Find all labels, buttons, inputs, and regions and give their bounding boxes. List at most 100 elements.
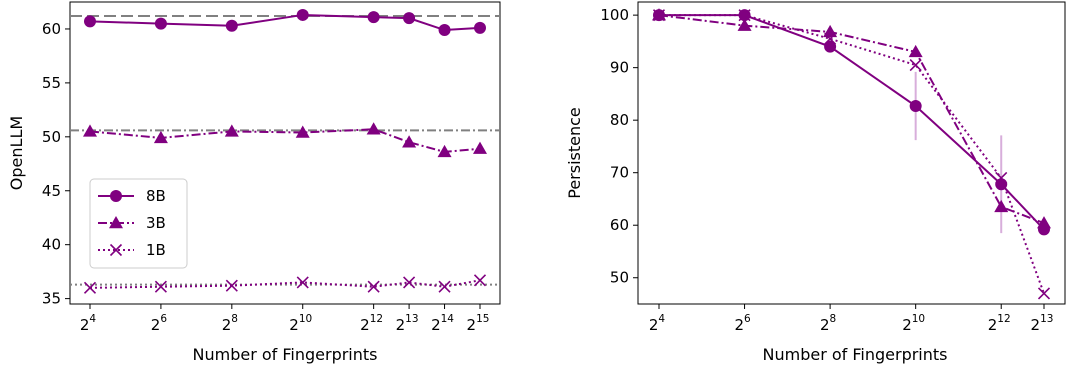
data-point-1B (296, 276, 309, 289)
data-point-3B (1037, 216, 1051, 229)
series-openllm (83, 8, 487, 294)
x-ticks-persistence: 24 26 28 210 212 213 (649, 304, 1054, 334)
x-tick-label: 215 (467, 313, 490, 334)
y-tick-label: 50 (42, 128, 61, 146)
data-point-3B (224, 124, 239, 137)
x-tick-label: 26 (734, 313, 751, 334)
y-axis-title-persistence: Persistence (565, 107, 584, 199)
data-point-8B (824, 40, 837, 53)
data-point-3B (366, 122, 381, 135)
data-point-3B (83, 124, 97, 137)
data-point-1B (473, 274, 487, 287)
x-tick-label: 214 (431, 313, 454, 334)
y-tick-label: 80 (610, 111, 629, 129)
x-tick-label: 24 (80, 313, 97, 334)
x-tick-label: 210 (289, 313, 312, 334)
data-point-1B (909, 58, 922, 72)
data-point-1B (403, 276, 416, 289)
data-point-3B (823, 24, 838, 38)
y-tick-label: 100 (600, 6, 629, 24)
legend-marker (109, 243, 123, 257)
y-tick-label: 35 (42, 290, 61, 308)
legend-entry-8B: 8B (98, 187, 166, 205)
series-line-3B (658, 14, 1045, 225)
x-axis-title-persistence: Number of Fingerprints (763, 345, 948, 364)
data-point-1B (83, 281, 97, 294)
x-ticks-openllm: 24 26 28 210 212 213 214 215 (80, 304, 490, 334)
data-point-1B (995, 171, 1008, 185)
data-point-3B (295, 125, 310, 138)
series-line-8B (89, 13, 481, 32)
x-tick-label: 26 (151, 313, 168, 334)
x-tick-label: 28 (222, 313, 238, 334)
legend-marker (109, 216, 123, 229)
legend-label: 8B (146, 187, 166, 205)
data-point-3B (908, 44, 923, 58)
data-point-3B (473, 141, 487, 154)
series-8B (653, 9, 1050, 236)
y-ticks-openllm: 35 40 45 50 55 60 (42, 20, 70, 308)
series-8B (84, 8, 486, 37)
series-1B (652, 9, 1051, 300)
plot-frame-openllm (69, 1, 501, 305)
x-tick-label: 212 (988, 313, 1011, 334)
data-point-8B (225, 19, 238, 32)
panel-persistence: 50 60 70 80 90 100 24 26 28 210 212 213 Persistenc… (565, 1, 1066, 364)
y-axis-title-openllm: OpenLLM (7, 116, 26, 190)
data-point-1B (1037, 287, 1051, 300)
data-point-8B (403, 12, 416, 25)
y-tick-label: 45 (42, 182, 61, 200)
x-tick-label: 24 (649, 313, 666, 334)
x-tick-label: 210 (902, 313, 925, 334)
y-tick-label: 70 (610, 164, 629, 182)
series-1B (83, 274, 487, 294)
series-line-8B (659, 14, 1045, 231)
series-line-3B (89, 128, 481, 153)
data-point-1B (367, 280, 380, 293)
panel-openllm: 35 40 45 50 55 60 24 26 28 210 212 213 214 215 OpenL… (7, 1, 501, 364)
legend-label: 1B (146, 241, 166, 259)
series-3B (83, 122, 487, 158)
legend-marker (110, 190, 122, 202)
series-persistence (652, 8, 1051, 300)
series-3B (652, 8, 1051, 229)
legend-entry-1B: 1B (98, 241, 166, 259)
y-tick-label: 50 (610, 269, 629, 287)
data-point-8B (909, 99, 922, 112)
y-tick-label: 90 (610, 59, 629, 77)
series-line-1B (659, 14, 1045, 294)
y-tick-label: 60 (42, 20, 61, 38)
plot-frame-persistence (637, 1, 1066, 305)
x-tick-label: 213 (1031, 313, 1054, 334)
x-tick-label: 213 (396, 313, 419, 334)
legend: 8B 3B 1B (89, 178, 188, 269)
legend-label: 3B (146, 214, 166, 232)
data-point-1B (154, 280, 167, 293)
baselines-openllm (70, 15, 500, 286)
data-point-1B (824, 32, 837, 45)
y-ticks-persistence: 50 60 70 80 90 100 (600, 6, 638, 287)
data-point-8B (438, 24, 451, 37)
x-tick-label: 212 (360, 313, 383, 334)
data-point-3B (437, 144, 452, 158)
data-point-8B (84, 15, 96, 28)
x-axis-title-openllm: Number of Fingerprints (193, 345, 378, 364)
y-tick-label: 40 (42, 236, 61, 254)
data-point-8B (367, 11, 380, 24)
data-point-8B (474, 21, 486, 34)
data-point-1B (652, 9, 666, 22)
data-point-8B (296, 8, 309, 21)
data-point-1B (438, 280, 451, 293)
data-point-1B (225, 279, 238, 292)
y-tick-label: 55 (42, 74, 61, 92)
data-point-3B (737, 18, 752, 31)
data-point-3B (994, 199, 1009, 213)
data-point-1B (738, 9, 751, 22)
legend-entry-3B: 3B (98, 214, 166, 232)
data-point-8B (154, 17, 167, 30)
data-point-3B (402, 135, 417, 148)
x-tick-label: 28 (820, 313, 836, 334)
data-point-3B (153, 130, 168, 144)
y-tick-label: 60 (610, 216, 629, 234)
